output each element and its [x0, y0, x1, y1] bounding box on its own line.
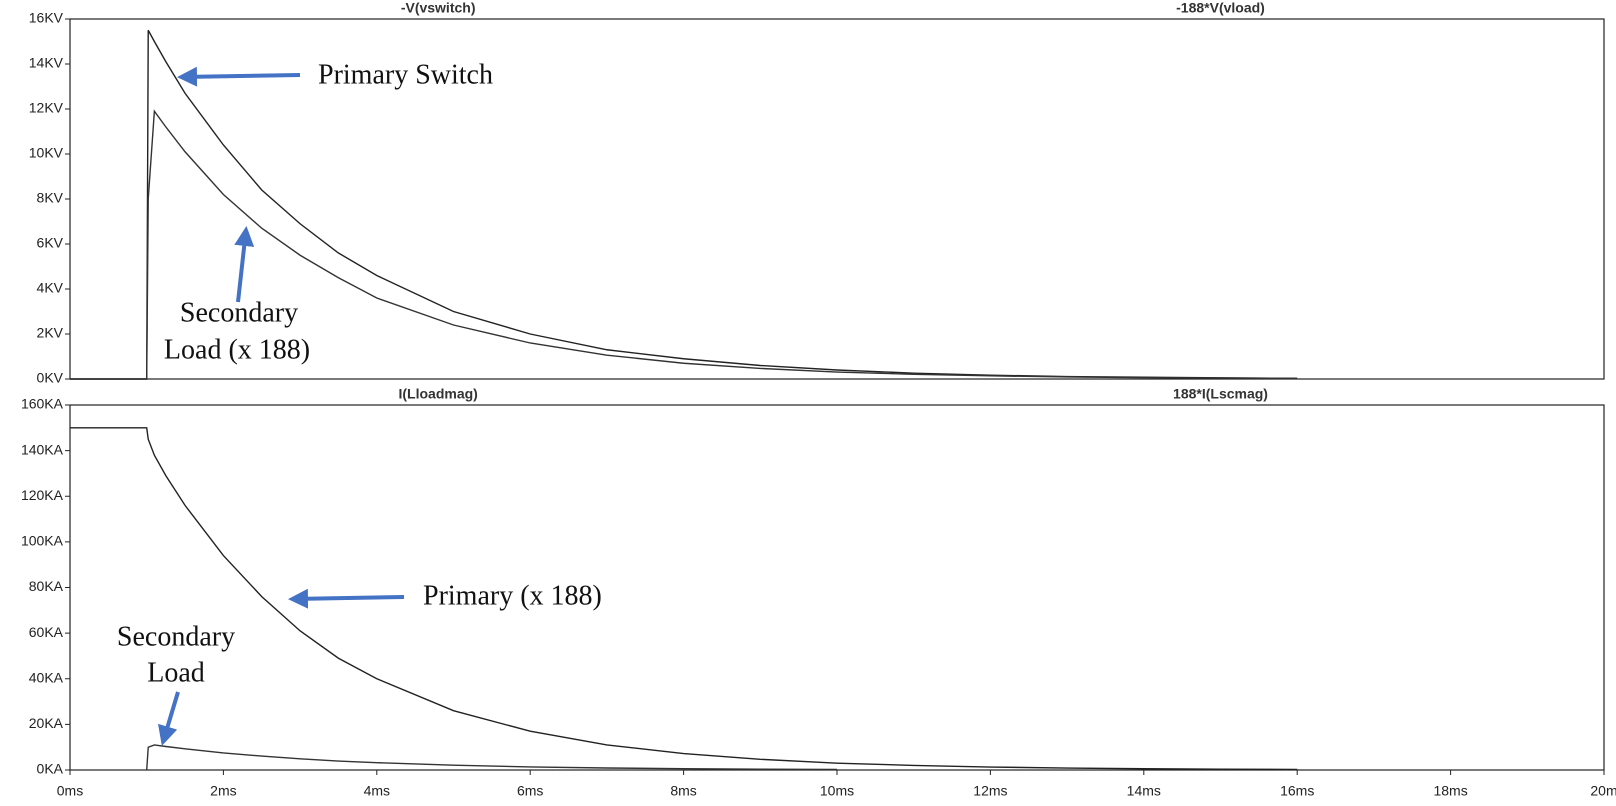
x-tick-label: 20m — [1590, 783, 1616, 799]
y-tick-label: 14KV — [29, 55, 64, 71]
y-tick-label: 80KA — [29, 578, 64, 594]
y-tick-label: 120KA — [21, 487, 64, 503]
x-tick-label: 16ms — [1280, 783, 1314, 799]
annotation-text: Primary (x 188) — [423, 580, 602, 611]
annotation-text: Secondary — [180, 297, 298, 328]
annotation-arrow — [234, 226, 255, 303]
annotation-text: Load — [147, 657, 205, 688]
y-tick-label: 100KA — [21, 533, 64, 549]
y-tick-label: 40KA — [29, 669, 64, 685]
y-tick-label: 140KA — [21, 441, 64, 457]
x-tick-label: 0ms — [57, 783, 83, 799]
series-name: 188*I(Lscmag) — [1173, 386, 1268, 402]
x-tick-label: 18ms — [1433, 783, 1467, 799]
x-tick-label: 6ms — [517, 783, 543, 799]
series-line — [70, 109, 1298, 380]
series-name: -188*V(vload) — [1176, 0, 1265, 16]
y-tick-label: 4KV — [37, 280, 64, 296]
annotation-text: Secondary — [117, 621, 235, 652]
annotation-text: Primary Switch — [318, 59, 493, 90]
y-tick-label: 12KV — [29, 100, 64, 116]
annotation-arrow — [158, 691, 180, 746]
y-tick-label: 20KA — [29, 715, 64, 731]
annotation-text: Load (x 188) — [164, 334, 310, 365]
series-line — [70, 427, 1298, 771]
y-tick-label: 10KV — [29, 145, 64, 161]
y-tick-label: 2KV — [37, 325, 64, 341]
y-tick-label: 8KV — [37, 190, 64, 206]
y-tick-label: 160KA — [21, 396, 64, 412]
y-tick-label: 6KV — [37, 235, 64, 251]
annotation-arrow — [288, 588, 405, 609]
y-tick-label: 16KV — [29, 10, 64, 26]
x-tick-label: 10ms — [820, 783, 854, 799]
x-tick-label: 4ms — [364, 783, 390, 799]
y-tick-label: 0KV — [37, 370, 64, 386]
x-tick-label: 2ms — [210, 783, 236, 799]
x-tick-label: 12ms — [973, 783, 1007, 799]
x-tick-label: 8ms — [670, 783, 696, 799]
series-name: -V(vswitch) — [401, 0, 476, 16]
annotation-arrow — [177, 66, 301, 87]
y-tick-label: 0KA — [37, 761, 64, 777]
y-tick-label: 60KA — [29, 624, 64, 640]
x-tick-label: 14ms — [1127, 783, 1161, 799]
series-name: I(Lloadmag) — [398, 386, 477, 402]
